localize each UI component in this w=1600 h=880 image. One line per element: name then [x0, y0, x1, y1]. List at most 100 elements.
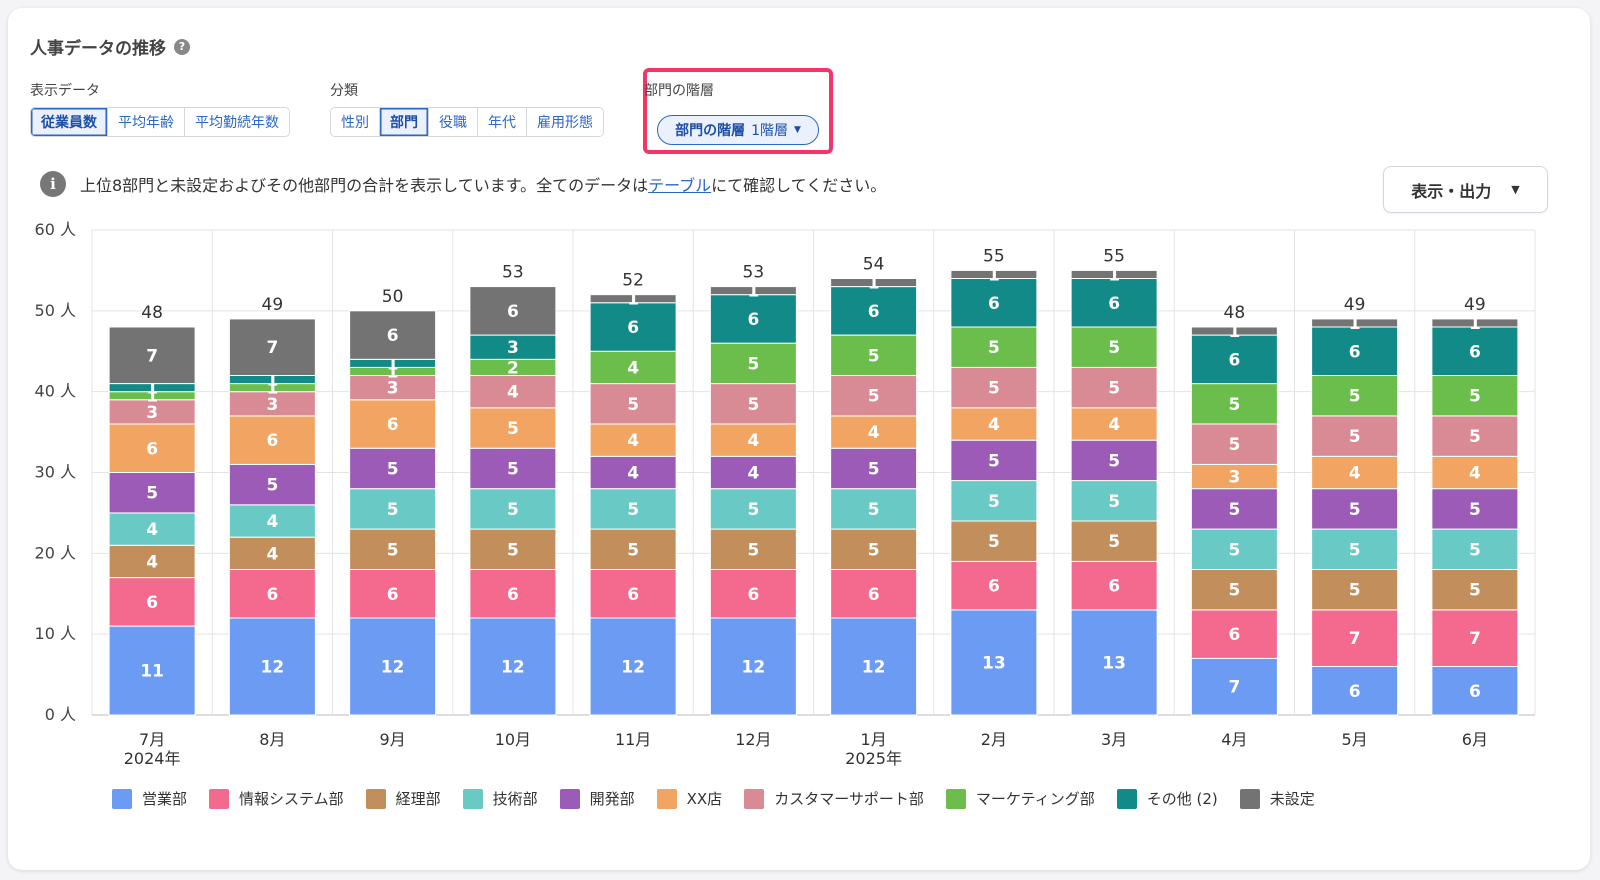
bar-value-label: 7: [1349, 629, 1361, 649]
bar-value-label: 5: [1228, 581, 1240, 601]
x-tick-label: 12月: [735, 730, 771, 749]
bar-segment: [1190, 528, 1278, 570]
display-data-option[interactable]: 従業員数: [31, 108, 108, 136]
bar-value-label: 5: [1108, 451, 1120, 471]
bar-value-label: 5: [1108, 338, 1120, 358]
legend-item[interactable]: 経理部: [365, 788, 441, 809]
export-button[interactable]: 表示・出力 ▼: [1383, 166, 1548, 213]
bar-value-label: 5: [1349, 427, 1361, 447]
info-icon: i: [40, 171, 66, 197]
bar-value-label: 4: [1469, 464, 1481, 484]
bar-value-label: 12: [261, 658, 285, 678]
bar-segment: [1311, 528, 1399, 570]
bar-segment: [589, 617, 677, 716]
bar-value-label: 6: [1228, 625, 1240, 645]
y-tick-label: 50 人: [35, 301, 76, 320]
legend-item[interactable]: マーケティング部: [945, 788, 1095, 809]
bar-value-label: 4: [1349, 464, 1361, 484]
x-tick-label: 8月: [259, 730, 285, 749]
category-option[interactable]: 役職: [429, 108, 478, 136]
bar-value-label: 6: [1228, 350, 1240, 370]
bar-value-label: 5: [507, 419, 519, 439]
legend-item[interactable]: XX店: [656, 788, 723, 809]
legend-label: 未設定: [1269, 790, 1315, 808]
x-tick-sublabel: 2024年: [124, 749, 181, 768]
bar-value-label: 5: [1469, 540, 1481, 560]
bar-segment: [469, 334, 557, 360]
display-data-option[interactable]: 平均勤続年数: [185, 108, 289, 136]
legend-swatch: [656, 788, 677, 809]
bar-total-label: 50: [382, 287, 404, 307]
bar-segment: [950, 609, 1038, 716]
info-text-before: 上位8部門と未設定およびその他部門の合計を表示しています。全てのデータは: [80, 176, 649, 195]
bar-value-label: 4: [1108, 415, 1120, 435]
bar-segment: [1070, 366, 1158, 409]
bar-value-label: 5: [988, 338, 1000, 358]
legend-item[interactable]: カスタマーサポート部: [744, 788, 924, 809]
bar-value-label: 5: [627, 540, 639, 560]
bar-segment: [1431, 666, 1519, 716]
table-link[interactable]: テーブル: [648, 176, 712, 195]
legend-item[interactable]: 情報システム部: [209, 788, 344, 809]
legend-item[interactable]: 営業部: [112, 788, 187, 809]
category-option[interactable]: 性別: [331, 108, 380, 136]
bar-segment: [589, 302, 677, 352]
bar-total-label: 54: [863, 255, 885, 275]
bar-value-label: 5: [1349, 387, 1361, 407]
help-icon[interactable]: ?: [174, 38, 190, 55]
bar-total-label: 53: [743, 263, 765, 283]
legend-swatch: [744, 788, 765, 809]
bar-segment: [1311, 318, 1399, 328]
bar-value-label: 1: [387, 362, 399, 382]
bar-value-label: 5: [988, 379, 1000, 399]
hierarchy-dropdown[interactable]: 部門の階層 1階層 ▼: [657, 115, 819, 145]
bar-value-label: 5: [988, 492, 1000, 512]
bar-value-label: 5: [1469, 581, 1481, 601]
bar-value-label: 1: [387, 354, 399, 374]
bar-segment: [950, 480, 1038, 522]
y-tick-label: 20 人: [35, 543, 76, 562]
legend-swatch: [559, 788, 580, 809]
bar-segment: [830, 415, 918, 449]
y-tick-label: 60 人: [35, 220, 76, 239]
bar-value-label: 4: [266, 512, 278, 532]
bar-segment: [950, 439, 1038, 482]
bar-segment: [1070, 480, 1158, 522]
bar-total-label: 49: [262, 295, 284, 315]
hierarchy-highlight-box: [643, 68, 833, 154]
category-option[interactable]: 雇用形態: [527, 108, 603, 136]
bar-segment: [709, 455, 797, 490]
bar-segment: [1190, 326, 1278, 336]
legend-item[interactable]: 未設定: [1239, 788, 1315, 809]
bar-value-label: 5: [1108, 492, 1120, 512]
bar-value-label: 6: [627, 318, 639, 338]
legend-item[interactable]: 技術部: [462, 788, 538, 809]
bar-segment: [1311, 455, 1399, 490]
bar-segment: [709, 488, 797, 530]
bar-total-label: 52: [622, 271, 644, 291]
legend-item[interactable]: その他 (2): [1116, 788, 1218, 809]
display-data-option[interactable]: 平均年齢: [108, 108, 185, 136]
bar-segment: [469, 447, 557, 490]
bar-value-label: 5: [747, 395, 759, 415]
bar-value-label: 1: [266, 371, 278, 391]
bar-segment: [469, 375, 557, 409]
bar-value-label: 6: [747, 585, 759, 605]
bar-value-label: 3: [1228, 468, 1240, 488]
x-tick-label: 10月: [495, 730, 531, 749]
category-option[interactable]: 部門: [380, 108, 429, 136]
bar-segment: [1190, 383, 1278, 425]
legend-item[interactable]: 開発部: [559, 788, 635, 809]
bar-value-label: 6: [507, 585, 519, 605]
category-option[interactable]: 年代: [478, 108, 527, 136]
bar-value-label: 5: [1108, 379, 1120, 399]
bar-value-label: 5: [747, 540, 759, 560]
bar-value-label: 1: [627, 290, 639, 310]
bar-segment: [349, 488, 437, 530]
bar-segment: [1431, 488, 1519, 530]
bar-segment: [228, 617, 316, 716]
bar-value-label: 5: [868, 540, 880, 560]
legend-swatch: [365, 788, 386, 809]
legend-label: XX店: [686, 790, 723, 808]
bar-value-label: 5: [1228, 395, 1240, 415]
